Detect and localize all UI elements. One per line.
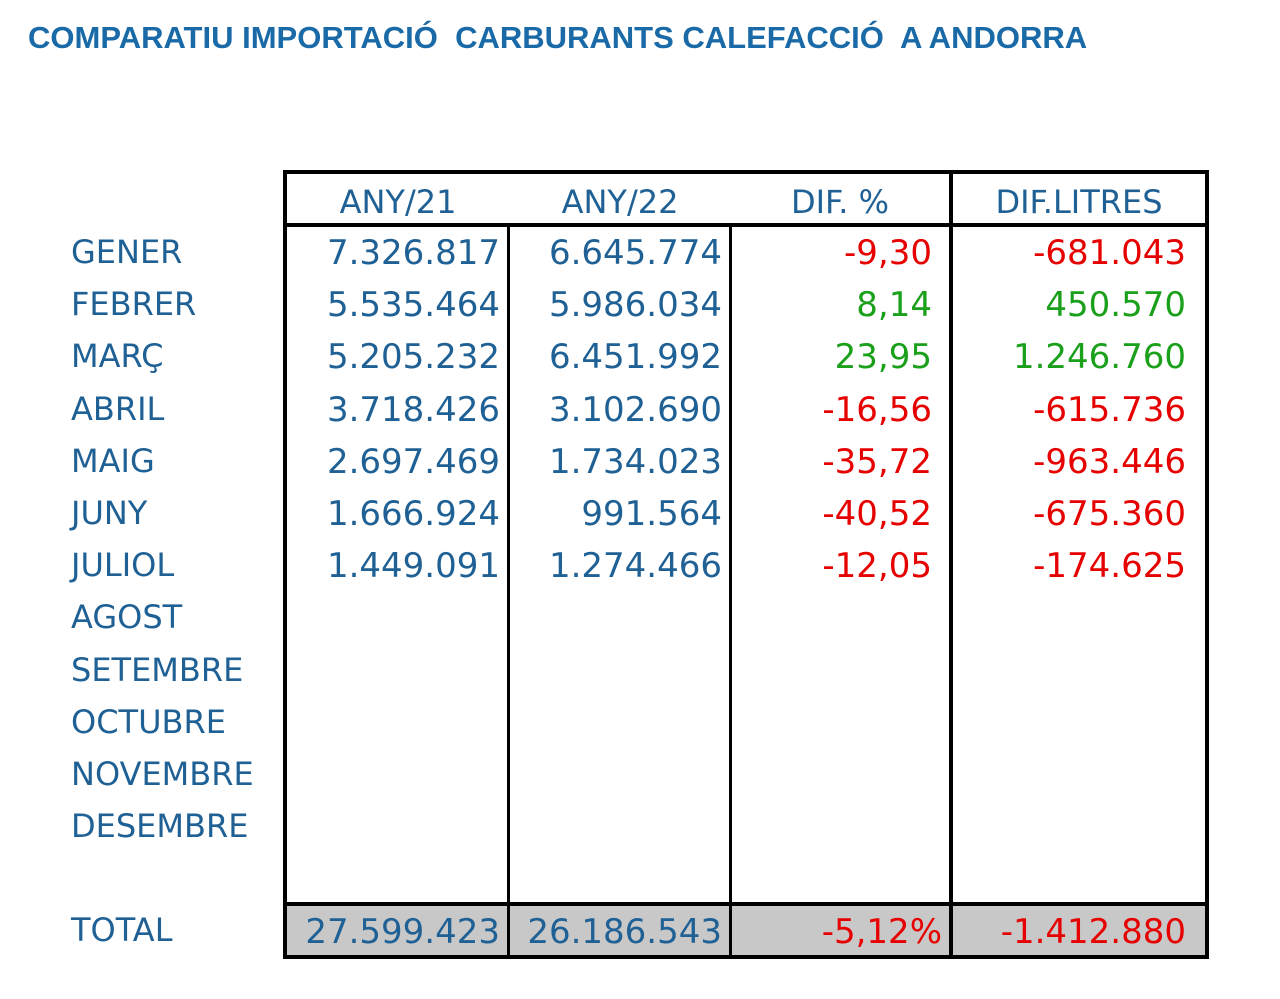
any22-cell: 6.645.774 xyxy=(548,233,722,273)
column-divider xyxy=(729,906,732,955)
column-divider xyxy=(949,906,953,955)
dif-pct-cell: -40,52 xyxy=(822,493,932,534)
page-title: COMPARATIU IMPORTACIÓ CARBURANTS CALEFAC… xyxy=(28,20,1088,55)
dif-pct-cell: 8,14 xyxy=(856,285,932,326)
table-row: 1.666.924 991.564 -40,52 -675.360 xyxy=(287,488,1205,540)
month-label: DESEMBRE xyxy=(71,807,249,846)
any21-cell: 5.205.232 xyxy=(326,337,500,378)
total-label: TOTAL xyxy=(71,911,173,949)
total-dif-pct: -5,12% xyxy=(821,912,942,952)
total-any22: 26.186.543 xyxy=(527,912,722,952)
dif-litres-cell: -615.736 xyxy=(1033,389,1186,430)
month-labels: GENER FEBRER MARÇ ABRIL MAIG JUNY JULIOL… xyxy=(71,226,281,852)
dif-pct-cell: -35,72 xyxy=(822,441,932,482)
any22-cell: 3.102.690 xyxy=(548,389,722,430)
header-dif-litres: DIF.LITRES xyxy=(995,183,1163,221)
data-table: ANY/21 ANY/22 DIF. % DIF.LITRES 7.326.81… xyxy=(283,170,1209,959)
table-row: 5.205.232 6.451.992 23,95 1.246.760 xyxy=(287,331,1205,383)
total-divider xyxy=(287,902,1205,906)
dif-pct-cell: -12,05 xyxy=(822,546,932,587)
month-label: FEBRER xyxy=(71,285,197,324)
month-label: JUNY xyxy=(71,493,148,532)
month-label: AGOST xyxy=(71,598,183,637)
any21-cell: 3.718.426 xyxy=(326,389,500,430)
month-label: SETEMBRE xyxy=(71,650,244,689)
any22-cell: 1.734.023 xyxy=(548,441,722,482)
any22-cell: 1.274.466 xyxy=(548,546,722,587)
dif-pct-cell: -9,30 xyxy=(844,233,932,273)
any22-cell: 5.986.034 xyxy=(548,285,722,326)
any22-cell: 6.451.992 xyxy=(548,337,722,378)
header-dif-pct: DIF. % xyxy=(790,183,890,221)
any21-cell: 1.666.924 xyxy=(326,493,500,534)
header-any22: ANY/22 xyxy=(561,183,679,221)
header-any21: ANY/21 xyxy=(339,183,457,221)
column-divider xyxy=(507,906,510,955)
table-body: 7.326.817 6.645.774 -9,30 -681.043 5.535.464… xyxy=(287,227,1205,592)
month-label: MARÇ xyxy=(71,337,164,376)
month-label: ABRIL xyxy=(71,389,165,428)
dif-pct-cell: 23,95 xyxy=(834,337,932,378)
dif-litres-cell: -174.625 xyxy=(1033,546,1186,587)
total-row: 27.599.423 26.186.543 -5,12% -1.412.880 xyxy=(287,906,1205,955)
month-label: JULIOL xyxy=(71,546,175,585)
column-divider xyxy=(507,227,510,902)
table-row: 3.718.426 3.102.690 -16,56 -615.736 xyxy=(287,384,1205,436)
any21-cell: 1.449.091 xyxy=(326,546,500,587)
header-divider xyxy=(287,223,1205,227)
month-label: OCTUBRE xyxy=(71,702,226,741)
any21-cell: 7.326.817 xyxy=(326,233,500,273)
any22-cell: 991.564 xyxy=(581,493,722,534)
month-label: MAIG xyxy=(71,441,155,480)
dif-litres-cell: 1.246.760 xyxy=(1012,337,1186,378)
table-row: 2.697.469 1.734.023 -35,72 -963.446 xyxy=(287,436,1205,488)
dif-pct-cell: -16,56 xyxy=(822,389,932,430)
total-any21: 27.599.423 xyxy=(305,912,500,952)
column-divider xyxy=(729,227,732,902)
any21-cell: 2.697.469 xyxy=(326,441,500,482)
dif-litres-cell: 450.570 xyxy=(1045,285,1186,326)
dif-litres-cell: -675.360 xyxy=(1033,493,1186,534)
dif-litres-cell: -681.043 xyxy=(1033,233,1186,273)
total-dif-litres: -1.412.880 xyxy=(1000,912,1186,952)
month-label: GENER xyxy=(71,233,183,271)
table-row: 5.535.464 5.986.034 8,14 450.570 xyxy=(287,279,1205,331)
table-row: 7.326.817 6.645.774 -9,30 -681.043 xyxy=(287,227,1205,279)
any21-cell: 5.535.464 xyxy=(326,285,500,326)
dif-litres-cell: -963.446 xyxy=(1033,441,1186,482)
column-divider xyxy=(949,174,953,902)
month-label: NOVEMBRE xyxy=(71,754,254,793)
table-row: 1.449.091 1.274.466 -12,05 -174.625 xyxy=(287,540,1205,592)
